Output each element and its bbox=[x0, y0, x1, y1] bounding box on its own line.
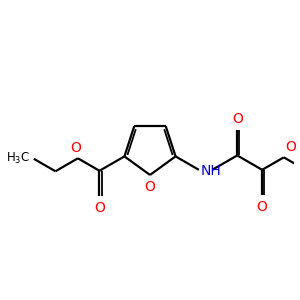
Text: NH: NH bbox=[201, 164, 221, 178]
Text: O: O bbox=[286, 140, 297, 154]
Text: O: O bbox=[257, 200, 268, 214]
Text: O: O bbox=[70, 141, 81, 155]
Text: O: O bbox=[232, 112, 243, 126]
Text: H$_3$C: H$_3$C bbox=[6, 151, 30, 166]
Text: O: O bbox=[145, 180, 155, 194]
Text: O: O bbox=[94, 200, 105, 214]
